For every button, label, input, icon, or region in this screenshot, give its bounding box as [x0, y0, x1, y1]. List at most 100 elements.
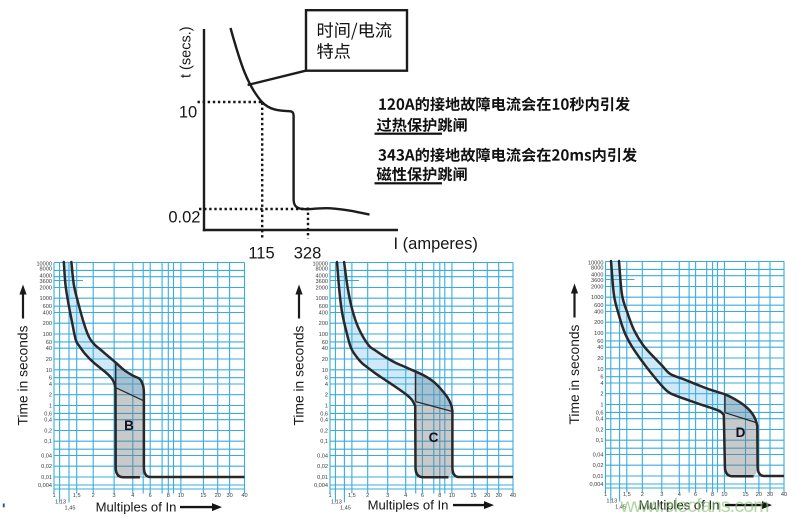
svg-text:40: 40 [46, 346, 52, 352]
svg-text:1000: 1000 [40, 296, 52, 302]
svg-text:4: 4 [678, 492, 681, 498]
svg-text:3: 3 [386, 493, 389, 499]
svg-text:t (secs.): t (secs.) [179, 26, 195, 78]
svg-text:0,004: 0,004 [314, 483, 328, 489]
svg-text:3: 3 [660, 492, 663, 498]
svg-text:8: 8 [711, 492, 714, 498]
svg-text:2000: 2000 [316, 286, 328, 292]
svg-text:0,04: 0,04 [317, 454, 328, 460]
svg-text:1000: 1000 [316, 296, 328, 302]
svg-text:1: 1 [52, 493, 55, 499]
svg-text:20: 20 [484, 493, 490, 499]
svg-text:10: 10 [449, 493, 455, 499]
svg-text:0,6: 0,6 [596, 410, 604, 416]
svg-text:40: 40 [241, 493, 247, 499]
svg-text:100: 100 [43, 332, 52, 338]
svg-text:B: B [124, 418, 134, 433]
svg-text:40: 40 [597, 345, 603, 351]
svg-text:0,02: 0,02 [41, 464, 52, 470]
svg-text:0,2: 0,2 [44, 429, 52, 435]
svg-text:10000: 10000 [312, 262, 328, 268]
svg-text:0,004: 0,004 [590, 482, 604, 488]
svg-text:1: 1 [600, 403, 603, 409]
svg-text:4: 4 [131, 493, 134, 499]
svg-text:0,6: 0,6 [44, 411, 52, 417]
svg-text:2: 2 [92, 493, 95, 499]
svg-text:0,01: 0,01 [593, 474, 604, 480]
svg-text:8000: 8000 [316, 267, 328, 273]
svg-text:2000: 2000 [40, 286, 52, 292]
svg-text:10: 10 [46, 368, 52, 374]
svg-text:4000: 4000 [316, 274, 328, 280]
svg-text:8000: 8000 [40, 267, 52, 273]
svg-text:Time in seconds: Time in seconds [291, 325, 306, 425]
svg-text:Multiples of In: Multiples of In [368, 498, 449, 513]
svg-text:10000: 10000 [588, 261, 604, 267]
svg-text:20: 20 [322, 357, 328, 363]
svg-text:600: 600 [43, 304, 52, 310]
svg-text:60: 60 [322, 340, 328, 346]
svg-text:Time in seconds: Time in seconds [15, 325, 30, 425]
svg-text:1,5: 1,5 [348, 493, 356, 499]
svg-text:6: 6 [421, 493, 424, 499]
svg-text:Multiples of In: Multiples of In [639, 498, 720, 513]
svg-text:8: 8 [167, 493, 170, 499]
svg-text:40: 40 [322, 346, 328, 352]
svg-text:20: 20 [46, 357, 52, 363]
svg-text:2: 2 [49, 393, 52, 399]
svg-text:0,6: 0,6 [320, 411, 328, 417]
svg-text:4000: 4000 [40, 274, 52, 280]
svg-text:400: 400 [594, 310, 603, 316]
svg-text:1: 1 [49, 404, 52, 410]
svg-text:2: 2 [600, 392, 603, 398]
svg-text:100: 100 [319, 332, 328, 338]
svg-text:3: 3 [113, 493, 116, 499]
svg-text:3600: 3600 [40, 279, 52, 285]
svg-text:1000: 1000 [591, 295, 603, 301]
svg-text:10: 10 [721, 492, 727, 498]
svg-text:10000: 10000 [36, 262, 52, 268]
svg-text:D: D [736, 425, 746, 440]
svg-text:1: 1 [328, 493, 331, 499]
svg-text:0.02: 0.02 [168, 209, 200, 227]
svg-text:20: 20 [756, 492, 762, 498]
svg-text:30: 30 [226, 493, 232, 499]
svg-text:0,4: 0,4 [320, 418, 328, 424]
svg-text:2: 2 [325, 393, 328, 399]
svg-text:10: 10 [322, 368, 328, 374]
svg-text:0,01: 0,01 [41, 475, 52, 481]
svg-text:200: 200 [594, 320, 603, 326]
svg-text:15: 15 [742, 492, 748, 498]
svg-text:4: 4 [325, 382, 328, 388]
svg-text:1,5: 1,5 [73, 493, 81, 499]
svg-text:4: 4 [404, 493, 407, 499]
svg-text:400: 400 [319, 311, 328, 317]
svg-text:Multiples of In: Multiples of In [96, 500, 177, 515]
svg-text:328: 328 [294, 245, 322, 263]
svg-text:60: 60 [597, 339, 603, 345]
svg-text:0,2: 0,2 [320, 429, 328, 435]
svg-text:10: 10 [179, 104, 197, 122]
svg-text:200: 200 [319, 321, 328, 327]
svg-text:6: 6 [149, 493, 152, 499]
svg-text:2000: 2000 [591, 285, 603, 291]
svg-text:0,1: 0,1 [596, 438, 604, 444]
svg-text:0,2: 0,2 [596, 428, 604, 434]
svg-text:200: 200 [43, 321, 52, 327]
svg-text:100: 100 [594, 331, 603, 337]
svg-text:6: 6 [325, 376, 328, 382]
svg-text:10: 10 [597, 367, 603, 373]
svg-text:2: 2 [366, 493, 369, 499]
svg-text:8000: 8000 [591, 266, 603, 272]
svg-text:30: 30 [496, 493, 502, 499]
svg-text:60: 60 [46, 340, 52, 346]
svg-text:0,02: 0,02 [317, 464, 328, 470]
svg-text:600: 600 [319, 304, 328, 310]
svg-text:30: 30 [767, 492, 773, 498]
svg-text:0,02: 0,02 [593, 463, 604, 469]
svg-text:Time in seconds: Time in seconds [567, 324, 582, 424]
svg-text:20: 20 [597, 356, 603, 362]
svg-text:1: 1 [325, 404, 328, 410]
svg-text:8: 8 [438, 493, 441, 499]
svg-text:40: 40 [510, 493, 516, 499]
